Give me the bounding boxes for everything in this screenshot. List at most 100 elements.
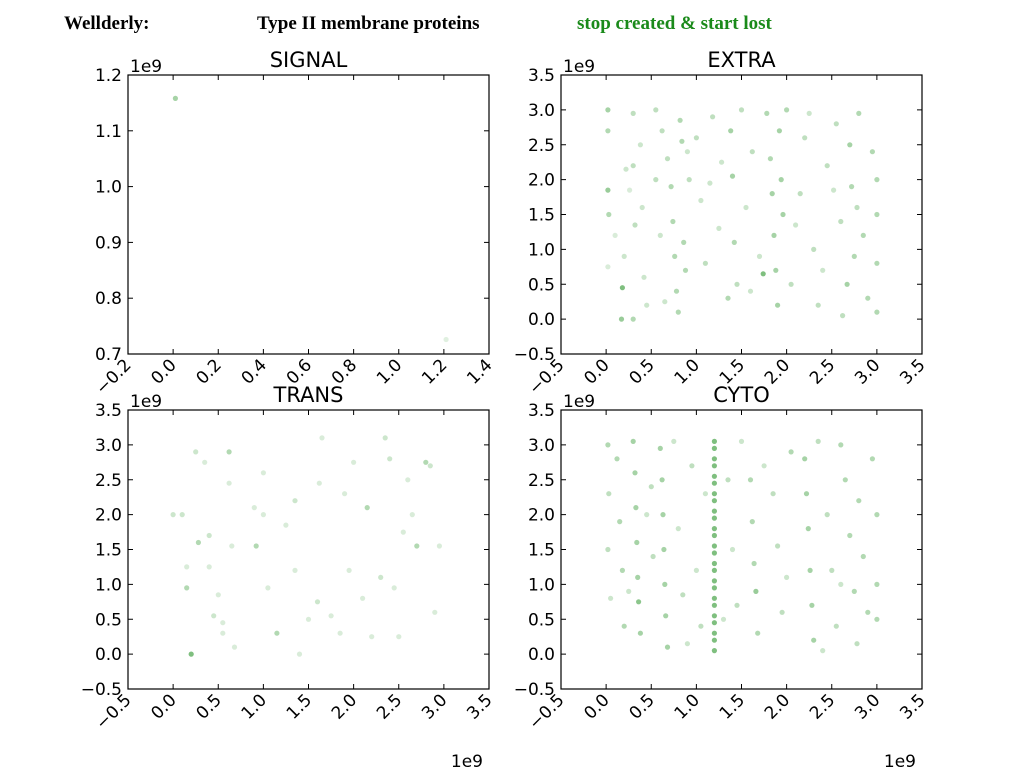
trans-ytick-label: 2.0 [95, 506, 122, 526]
extra-point [840, 313, 846, 319]
trans-point [184, 564, 190, 570]
cyto-point [779, 609, 785, 615]
cyto-point [617, 519, 623, 525]
extra-point [710, 114, 716, 120]
extra-point [627, 187, 633, 193]
cyto-ytick-label: 1.5 [528, 541, 555, 561]
extra-point [677, 117, 683, 123]
extra-point [833, 121, 839, 127]
extra-point [874, 177, 880, 183]
trans-point [195, 539, 201, 546]
extra-point [802, 135, 808, 141]
cyto-point [661, 546, 667, 553]
trans-point [328, 613, 334, 619]
cyto-point [662, 581, 668, 588]
cyto-point [805, 526, 811, 532]
trans-x-offset-label: 1e9 [451, 752, 483, 767]
cyto-point [711, 480, 718, 486]
trans-point [274, 630, 280, 636]
cyto-point [606, 491, 612, 497]
cyto-point [860, 553, 866, 560]
signal-ytick-label: 0.8 [95, 289, 122, 309]
trans-point [253, 543, 259, 549]
cyto-xtick-label: 0.5 [626, 690, 659, 723]
cyto-point [869, 456, 876, 462]
cyto-point [725, 477, 731, 483]
extra-axes-frame [560, 74, 923, 355]
cyto-point [637, 630, 644, 636]
trans-xtick-label: 2.0 [328, 690, 361, 723]
trans-xtick-label: 1.0 [238, 690, 271, 723]
trans-point [414, 543, 420, 549]
cyto-point [833, 623, 839, 629]
extra-point [630, 316, 636, 322]
extra-point [682, 267, 689, 273]
cyto-point [605, 546, 611, 553]
trans-point [292, 498, 298, 504]
extra-point [716, 225, 722, 231]
cyto-xtick-label: 3.0 [851, 690, 884, 723]
cyto-title: CYTO [713, 383, 769, 407]
trans-point [427, 463, 433, 469]
extra-xtick-label: 2.5 [806, 355, 839, 388]
cyto-point [711, 585, 718, 591]
extra-point [632, 222, 638, 228]
subplot-signal: 0.70.80.91.01.11.2−0.2 0.0 0.2 0.4 0.6 0.8 1.0… [92, 48, 496, 399]
signal-point [172, 95, 178, 101]
cyto-xtick-label: 2.0 [761, 690, 794, 723]
cyto-point [680, 592, 686, 598]
extra-point [630, 110, 636, 116]
cyto-point [711, 550, 718, 556]
extra-point [775, 302, 781, 308]
extra-point [831, 187, 837, 193]
cyto-point [749, 519, 755, 525]
cyto-point [711, 613, 718, 619]
cyto-point [633, 505, 639, 511]
trans-point [296, 651, 303, 657]
trans-point [405, 477, 411, 483]
extra-point [784, 107, 790, 113]
trans-point [265, 585, 271, 591]
extra-point [793, 222, 799, 228]
extra-xtick-label: 1.0 [671, 355, 704, 388]
trans-point [432, 609, 438, 615]
cyto-points [605, 438, 880, 654]
cyto-point [648, 484, 654, 490]
extra-point [679, 138, 685, 144]
cyto-point [838, 581, 844, 588]
cyto-point [614, 456, 620, 462]
extra-point [865, 295, 871, 301]
cyto-x-offset-label: 1e9 [884, 752, 916, 767]
trans-point [346, 567, 352, 574]
trans-point [319, 435, 325, 441]
cyto-point [621, 623, 627, 629]
extra-point [605, 264, 611, 270]
extra-ytick-label: 0.0 [528, 310, 555, 330]
signal-xtick-label: 1.0 [373, 355, 406, 388]
trans-point [351, 459, 357, 465]
trans-xtick-label: 0.5 [193, 690, 226, 723]
cyto-point [761, 463, 767, 469]
extra-point [747, 288, 754, 294]
extra-point [778, 177, 784, 183]
cyto-xtick-label: 0.0 [580, 690, 613, 723]
cyto-ytick-label: 2.5 [528, 471, 555, 491]
trans-point [378, 574, 384, 581]
extra-point [702, 260, 709, 266]
extra-point [618, 316, 625, 322]
extra-point [707, 180, 713, 186]
extra-point [731, 239, 737, 245]
trans-point [229, 543, 235, 549]
extra-point [856, 110, 862, 116]
cyto-point [729, 546, 736, 553]
cyto-point [605, 442, 611, 448]
cyto-point [608, 595, 614, 601]
header-protein-type: Type II membrane proteins [257, 13, 480, 34]
trans-point [369, 634, 375, 640]
cyto-ytick-label: 2.0 [528, 506, 555, 526]
cyto-xtick-label: 2.5 [806, 690, 839, 723]
cyto-point [838, 442, 844, 448]
cyto-point [874, 616, 880, 622]
extra-point [605, 107, 611, 113]
extra-point [653, 107, 659, 113]
